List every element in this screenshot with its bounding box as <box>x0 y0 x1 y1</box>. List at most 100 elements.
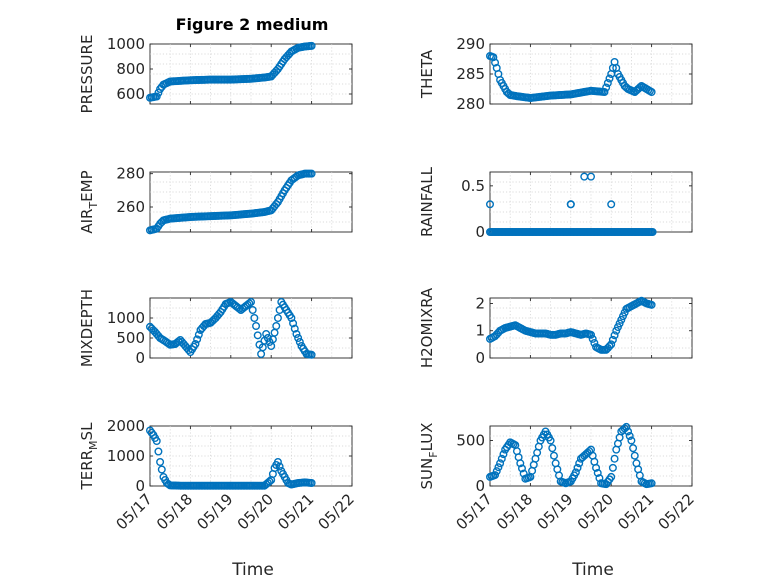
data-point <box>486 200 495 209</box>
data-point <box>307 350 316 359</box>
data-point <box>295 338 304 347</box>
y-tick-label: 0.5 <box>461 177 485 195</box>
data-point <box>252 322 261 331</box>
data-series <box>145 169 316 235</box>
y-axis-label: AIRTEMP <box>78 170 100 233</box>
y-axis-label: RAINFALL <box>418 166 436 237</box>
data-point <box>245 299 254 308</box>
data-point <box>157 465 166 474</box>
data-point <box>292 330 301 339</box>
data-point <box>607 340 616 349</box>
data-point <box>605 74 614 83</box>
y-axis-label-main: SUN <box>418 458 436 490</box>
data-point <box>194 330 203 339</box>
y-axis-label: MIXDEPTH <box>78 289 96 367</box>
y-tick-label: 0 <box>135 349 145 367</box>
y-axis-label-rest: EMP <box>78 170 96 201</box>
y-tick-label: 2000 <box>107 417 145 435</box>
subplot-air: 260 280 AIRTEMP <box>78 165 353 235</box>
data-point <box>287 314 296 323</box>
data-point <box>491 58 500 67</box>
y-tick-label: 285 <box>456 65 485 83</box>
y-axis-label-main: RAINFALL <box>418 166 436 237</box>
data-point <box>588 334 597 343</box>
data-point <box>622 422 631 431</box>
data-point <box>152 92 161 101</box>
data-series <box>486 296 656 354</box>
subplot-pressure: 600 800 1000 PRESSURE <box>78 35 353 114</box>
data-point <box>193 335 202 344</box>
data-point <box>592 463 601 472</box>
data-point <box>549 451 558 460</box>
data-point <box>235 304 244 313</box>
y-axis-label-main: PRESSURE <box>78 35 96 114</box>
subplot-mixdepth: 0 500 1000 MIXDEPTH <box>78 289 353 367</box>
data-point <box>191 340 200 349</box>
y-tick-label: 1000 <box>107 35 145 53</box>
data-point <box>627 436 636 445</box>
data-point <box>607 472 616 481</box>
y-tick-label: 260 <box>116 198 145 216</box>
x-axis-label: Time <box>231 560 274 580</box>
y-axis-label-subscript: F <box>427 451 440 457</box>
y-tick-label: 1000 <box>107 447 145 465</box>
y-tick-label: 290 <box>456 35 485 53</box>
data-point <box>602 83 611 92</box>
data-point <box>647 479 656 488</box>
data-point <box>647 87 656 96</box>
figure-title: Figure 2 medium <box>176 15 329 34</box>
data-series <box>486 172 657 236</box>
data-point <box>516 459 525 468</box>
subplot-h2omixra: 0 1 2 H2OMIXRA <box>418 287 693 368</box>
y-tick-label: 2 <box>475 294 485 312</box>
data-point <box>290 324 299 333</box>
subplot-rainfall: 0 0.5 RAINFALL <box>418 166 693 241</box>
y-axis-label-main: THETA <box>418 49 436 99</box>
data-point <box>307 41 316 50</box>
data-point <box>587 330 596 339</box>
data-point <box>517 464 526 473</box>
y-axis-label-main: H2OMIXRA <box>418 287 436 368</box>
y-tick-label: 500 <box>116 329 145 347</box>
y-tick-label: 280 <box>456 95 485 113</box>
data-point <box>307 169 316 178</box>
y-axis-label: H2OMIXRA <box>418 287 436 368</box>
y-tick-label: 0 <box>475 223 485 241</box>
y-axis-label-main: TERR <box>78 450 96 491</box>
data-point <box>497 454 506 463</box>
data-point <box>246 298 255 307</box>
data-point <box>630 451 639 460</box>
data-point <box>307 479 316 488</box>
data-point <box>273 314 282 323</box>
data-series <box>486 52 656 102</box>
x-axis-label: Time <box>571 560 614 580</box>
y-tick-label: 280 <box>116 165 145 183</box>
data-point <box>600 87 609 96</box>
data-point <box>575 459 584 468</box>
y-axis-label: PRESSURE <box>78 35 96 114</box>
y-tick-label: 1000 <box>107 309 145 327</box>
y-axis-label: THETA <box>418 49 436 99</box>
y-tick-label: 0 <box>475 349 485 367</box>
data-point <box>571 468 580 477</box>
y-axis-label-subscript: T <box>87 202 100 210</box>
data-point <box>263 334 272 343</box>
data-point <box>152 437 161 446</box>
data-point <box>154 447 163 456</box>
data-point <box>253 331 262 340</box>
data-point <box>607 200 616 209</box>
data-point <box>573 463 582 472</box>
y-axis-label-rest: LUX <box>418 423 436 452</box>
y-axis-label-main: MIXDEPTH <box>78 289 96 367</box>
data-point <box>608 463 617 472</box>
data-point <box>566 200 575 209</box>
data-series <box>486 422 656 489</box>
data-point <box>499 450 508 459</box>
data-point <box>603 78 612 87</box>
data-point <box>625 432 634 441</box>
data-point <box>289 319 298 328</box>
data-point <box>154 88 163 97</box>
y-tick-label: 1 <box>475 322 485 340</box>
data-point <box>647 300 656 309</box>
